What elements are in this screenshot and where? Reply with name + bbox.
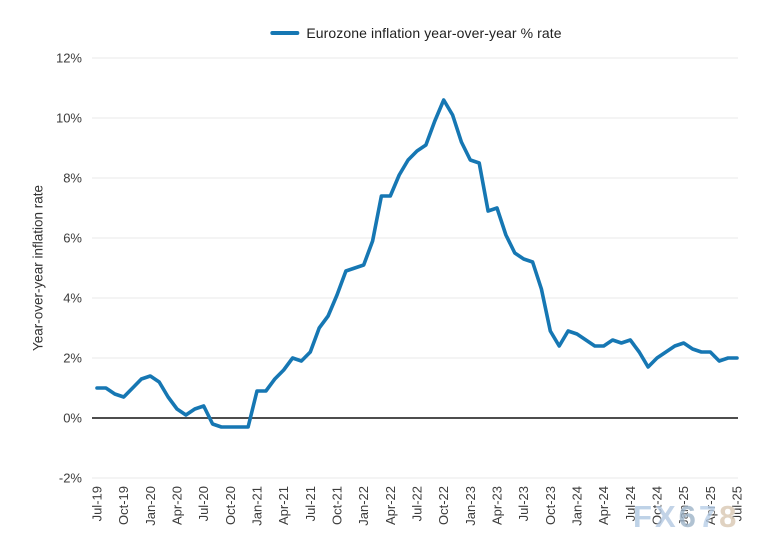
x-tick-label: Apr-25 <box>703 486 718 525</box>
watermark-char: 6 <box>678 499 699 534</box>
x-tick-label: Jan-22 <box>356 486 371 526</box>
x-tick-label: Oct-24 <box>650 486 665 525</box>
x-tick-label: Oct-20 <box>223 486 238 525</box>
x-tick-label: Apr-22 <box>383 486 398 525</box>
x-tick-label: Oct-19 <box>116 486 131 525</box>
x-tick-label: Jan-23 <box>463 486 478 526</box>
watermark-char: 7 <box>698 499 720 534</box>
chart-legend: Eurozone inflation year-over-year % rate <box>270 25 562 41</box>
watermark: FX678 <box>633 499 739 535</box>
x-tick-label: Apr-20 <box>170 486 185 525</box>
legend-label: Eurozone inflation year-over-year % rate <box>306 25 562 41</box>
x-tick-label: Jul-24 <box>623 486 638 521</box>
y-tick-label: -2% <box>59 471 83 486</box>
y-tick-label: 10% <box>56 111 82 126</box>
x-tick-label: Jul-23 <box>516 486 531 521</box>
y-tick-label: 0% <box>63 411 82 426</box>
watermark-char: X <box>654 499 679 534</box>
x-tick-label: Apr-23 <box>490 486 505 525</box>
y-tick-label: 4% <box>63 291 82 306</box>
legend-line-swatch <box>270 31 300 35</box>
x-tick-label: Apr-21 <box>276 486 291 525</box>
x-tick-label: Jul-20 <box>196 486 211 521</box>
x-tick-label: Oct-23 <box>543 486 558 525</box>
y-tick-label: 2% <box>63 351 82 366</box>
x-tick-label: Jan-25 <box>676 486 691 526</box>
x-tick-label: Oct-21 <box>330 486 345 525</box>
y-tick-label: 6% <box>63 231 82 246</box>
x-tick-label: Jul-19 <box>90 486 105 521</box>
y-tick-label: 12% <box>56 51 82 66</box>
watermark-char: F <box>633 499 655 534</box>
x-tick-label: Jan-24 <box>570 486 585 526</box>
inflation-line <box>95 98 739 429</box>
x-tick-label: Jul-22 <box>410 486 425 521</box>
x-tick-label: Jan-21 <box>250 486 265 526</box>
y-tick-label: 8% <box>63 171 82 186</box>
x-tick-label: Jan-20 <box>143 486 158 526</box>
x-tick-label: Apr-24 <box>596 486 611 525</box>
watermark-char: 8 <box>719 499 740 534</box>
x-tick-label: Jul-25 <box>730 486 745 521</box>
x-tick-label: Oct-22 <box>436 486 451 525</box>
x-tick-label: Jul-21 <box>303 486 318 521</box>
